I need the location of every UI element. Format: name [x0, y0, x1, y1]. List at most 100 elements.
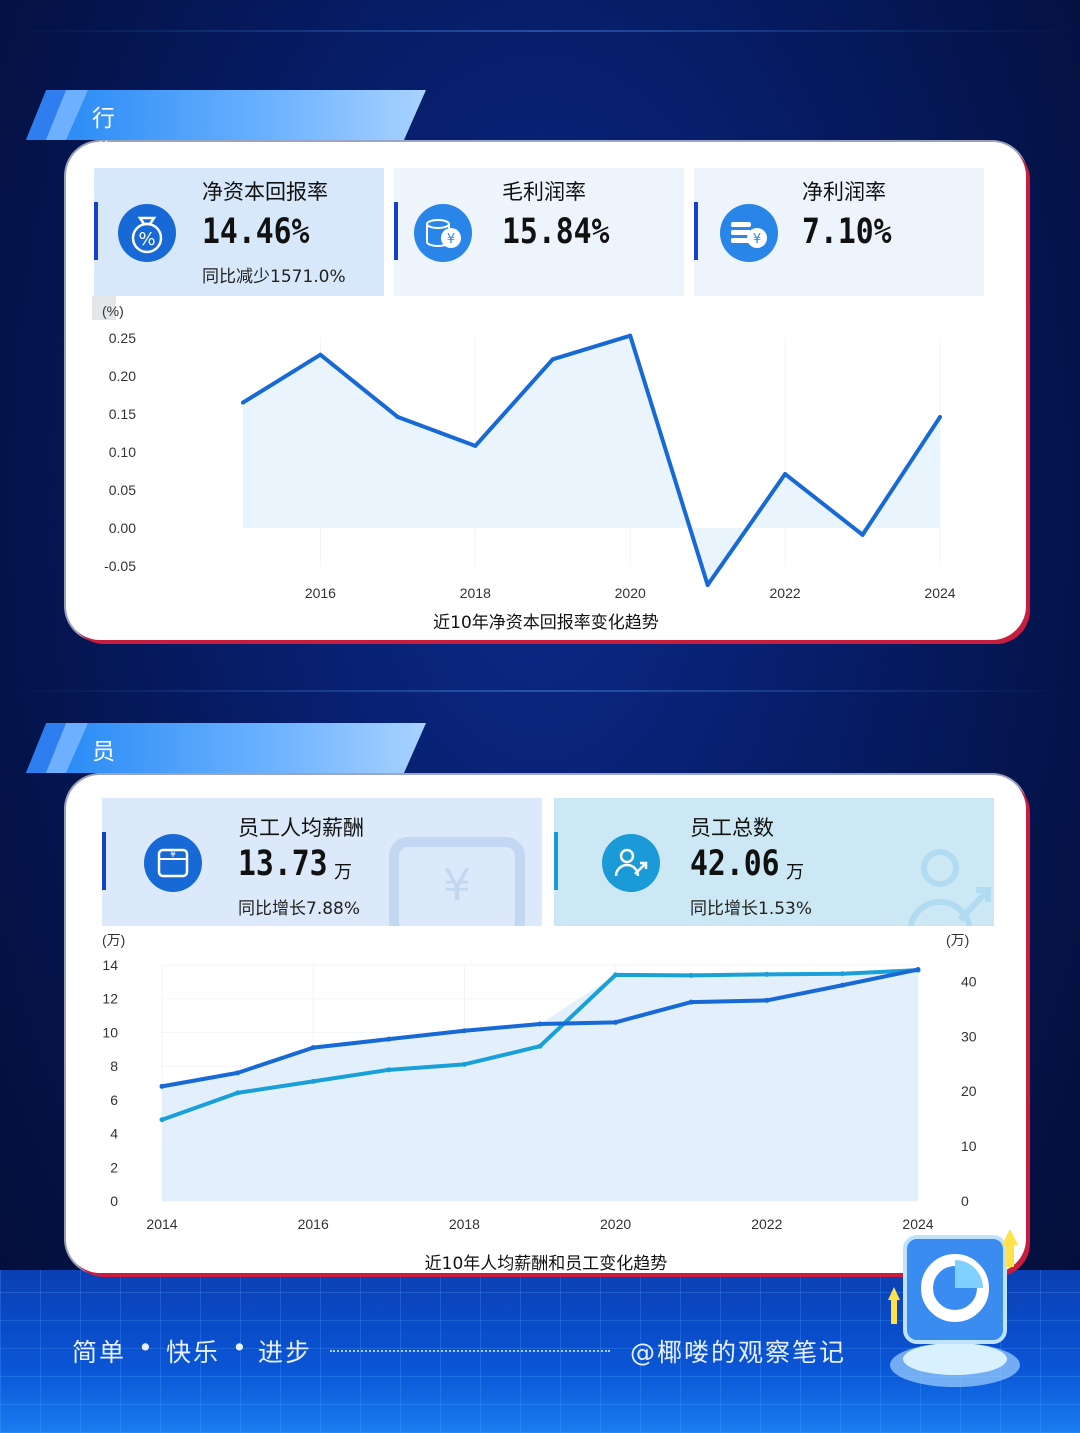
kpi-label: 净利润率 [802, 180, 886, 204]
right-tick-label: 10 [961, 1138, 977, 1154]
y-tick-label: 0.25 [109, 330, 136, 346]
wallet-yen-icon: ¥ [144, 834, 202, 892]
left-tick-label: 8 [110, 1058, 118, 1074]
users-growth-icon [602, 834, 660, 892]
salary-point [839, 982, 845, 988]
x-tick-label: 2022 [751, 1216, 782, 1232]
kpi-accent-bar [94, 202, 98, 260]
headcount-point [613, 972, 619, 978]
y-tick-label: 0.05 [109, 482, 136, 498]
salary-point [461, 1028, 467, 1034]
headcount-point [764, 971, 770, 977]
kpi-sub: 同比增长1.53% [690, 899, 813, 919]
salary-point [915, 967, 921, 973]
kpi-accent-bar [554, 832, 558, 890]
coin-stack-yen-icon: ¥ [414, 204, 472, 262]
salary-point [235, 1070, 241, 1076]
headcount-point [386, 1067, 392, 1073]
right-tick-label: 20 [961, 1083, 977, 1099]
slogan-happy: 快乐 [166, 1338, 221, 1367]
right-tick-label: 40 [961, 973, 977, 989]
slogan-progress: 进步 [258, 1338, 313, 1367]
roe-point [628, 333, 633, 338]
slogan-separator: • [232, 1333, 249, 1362]
y-tick-label: 0.10 [109, 444, 136, 460]
kpi-accent-bar [394, 202, 398, 260]
roe-point [783, 472, 788, 477]
kpi-value: 15.84% [502, 212, 610, 252]
svg-text:¥: ¥ [170, 850, 176, 860]
headcount-point [461, 1061, 467, 1067]
kpi-label: 员工总数 [690, 816, 774, 840]
users-watermark-icon [907, 849, 991, 926]
svg-text:¥: ¥ [447, 232, 455, 247]
kpi-label: 净资本回报率 [202, 180, 328, 204]
salary-point [159, 1083, 165, 1089]
kpi-gross-margin: ¥ 毛利润率 15.84% [394, 168, 684, 296]
left-unit-label: (万) [102, 932, 125, 948]
slogan-simple: 简单 [72, 1338, 127, 1367]
kpi-headcount: 员工总数 42.06 万 同比增长1.53% [554, 798, 994, 926]
money-bag-percent-icon: % [118, 204, 176, 262]
right-unit-label: (万) [946, 932, 969, 948]
headcount-point [159, 1117, 165, 1123]
roe-point [473, 443, 478, 448]
headcount-point [537, 1043, 543, 1049]
slogan-separator: • [138, 1333, 155, 1362]
left-tick-label: 0 [110, 1193, 118, 1209]
kpi-accent-bar [694, 202, 698, 260]
coins-yen-icon: ¥ [720, 204, 778, 262]
kpi-value: 14.46% [202, 212, 310, 252]
x-tick-label: 2018 [460, 585, 491, 601]
headcount-point [235, 1090, 241, 1096]
headcount-point [839, 971, 845, 977]
left-tick-label: 6 [110, 1092, 118, 1108]
salary-point [537, 1021, 543, 1027]
roe-area [242, 335, 941, 585]
x-tick-label: 2020 [600, 1216, 631, 1232]
bg-line [0, 690, 1080, 692]
kpi-value: 42.06 [690, 844, 780, 884]
kpi-avg-salary: ¥ ¥ 员工人均薪酬 13.73 万 同比增长7.88% [102, 798, 542, 926]
pie-chart-3d-icon [888, 1229, 1020, 1387]
salary-point [688, 999, 694, 1005]
y-tick-label: -0.05 [104, 558, 136, 574]
y-tick-label: 0.00 [109, 520, 136, 536]
author-handle: @椰喽的观察笔记 [630, 1338, 847, 1367]
chart2-title: 近10年人均薪酬和员工变化趋势 [424, 1254, 668, 1274]
kpi-unit: 万 [786, 862, 804, 883]
roe-point [550, 357, 555, 362]
x-tick-label: 2016 [298, 1216, 329, 1232]
svg-text:%: % [138, 229, 155, 250]
left-tick-label: 4 [110, 1126, 118, 1142]
x-tick-label: 2024 [924, 585, 955, 601]
header-band [66, 90, 426, 140]
salary-point [613, 1019, 619, 1025]
y-tick-label: 0.20 [109, 368, 136, 384]
header-band [66, 723, 426, 773]
salary-point [764, 997, 770, 1003]
bg-line [0, 30, 1080, 32]
right-tick-label: 30 [961, 1028, 977, 1044]
kpi-roe: % 净资本回报率 14.46% 同比减少1571.0% [94, 168, 384, 296]
svg-text:¥: ¥ [443, 860, 471, 911]
footer-divider [330, 1350, 610, 1352]
roe-point [395, 415, 400, 420]
combined-area [162, 969, 918, 1201]
headcount-point [688, 972, 694, 978]
roe-chart: (%) 0.25 0.20 0.15 0.10 0.05 0.00 -0.05 2016 2018… [92, 296, 956, 601]
roe-point [938, 415, 942, 420]
unit-label: (%) [102, 303, 124, 319]
kpi-unit: 万 [334, 862, 352, 883]
left-tick-label: 12 [102, 991, 118, 1007]
kpi-value: 13.73 [238, 844, 328, 884]
chart1-title: 近10年净资本回报率变化趋势 [433, 613, 659, 633]
kpi-label: 员工人均薪酬 [238, 816, 364, 840]
unit-label-bg [92, 296, 116, 320]
svg-text:¥: ¥ [753, 232, 761, 247]
x-tick-label: 2022 [770, 585, 801, 601]
roe-point [240, 400, 245, 405]
salary-card: ¥ ¥ 员工人均薪酬 13.73 万 同比增长7.88% 员工 [66, 775, 1026, 1274]
x-tick-label: 2020 [615, 585, 646, 601]
